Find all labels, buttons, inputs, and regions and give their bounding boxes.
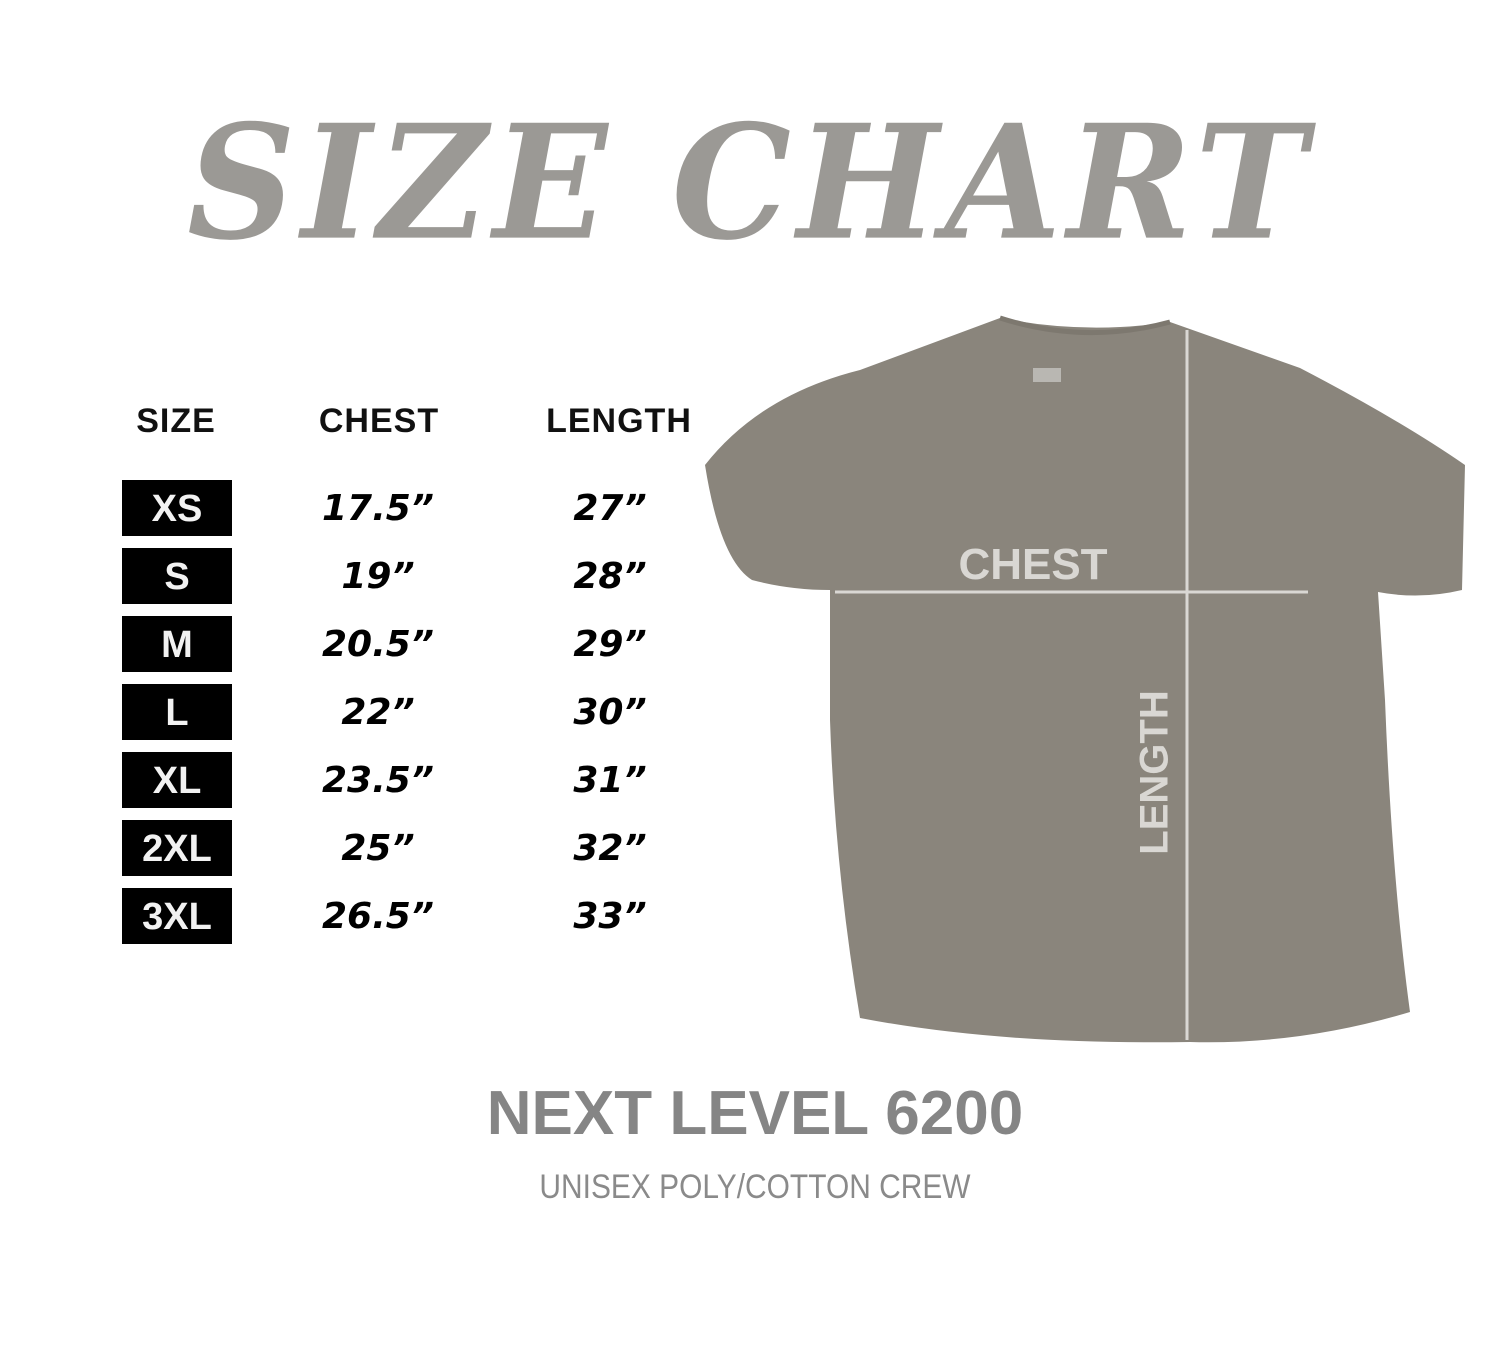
- table-row: L 22” 30”: [0, 684, 720, 740]
- size-label: XS: [122, 480, 232, 536]
- size-label: 3XL: [122, 888, 232, 944]
- chest-value: 22”: [341, 692, 415, 733]
- chest-value: 26.5”: [321, 896, 434, 937]
- chest-value: 25”: [341, 828, 415, 869]
- product-description: UNISEX POLY/COTTON CREW: [539, 1168, 971, 1206]
- length-value: 29”: [573, 624, 647, 665]
- length-value: 31”: [573, 760, 647, 801]
- length-value: 28”: [573, 556, 647, 597]
- header-chest: CHEST: [318, 402, 440, 440]
- table-row: 2XL 25” 32”: [0, 820, 720, 876]
- tshirt-shape: [705, 318, 1465, 1043]
- chest-value: 20.5”: [321, 624, 434, 665]
- length-value: 33”: [573, 896, 647, 937]
- chest-value: 23.5”: [321, 760, 434, 801]
- table-row: S 19” 28”: [0, 548, 720, 604]
- size-label: L: [122, 684, 232, 740]
- product-model: NEXT LEVEL 6200: [486, 1079, 1024, 1148]
- length-value: 27”: [573, 488, 647, 529]
- table-row: XS 17.5” 27”: [0, 480, 720, 536]
- neck-tag: [1033, 368, 1061, 382]
- header-length: LENGTH: [546, 402, 692, 440]
- header-size: SIZE: [136, 402, 216, 440]
- length-value: 30”: [573, 692, 647, 733]
- table-row: M 20.5” 29”: [0, 616, 720, 672]
- length-value: 32”: [573, 828, 647, 869]
- size-label: XL: [122, 752, 232, 808]
- chest-label: CHEST: [958, 540, 1108, 589]
- neckline: [999, 315, 1171, 336]
- chest-value: 17.5”: [321, 488, 434, 529]
- size-label: M: [122, 616, 232, 672]
- table-row: XL 23.5” 31”: [0, 752, 720, 808]
- size-label: 2XL: [122, 820, 232, 876]
- chest-value: 19”: [341, 556, 415, 597]
- size-label: S: [122, 548, 232, 604]
- table-row: 3XL 26.5” 33”: [0, 888, 720, 944]
- page-title: SIZE CHART: [187, 90, 1313, 276]
- length-label: LENGTH: [1132, 690, 1177, 855]
